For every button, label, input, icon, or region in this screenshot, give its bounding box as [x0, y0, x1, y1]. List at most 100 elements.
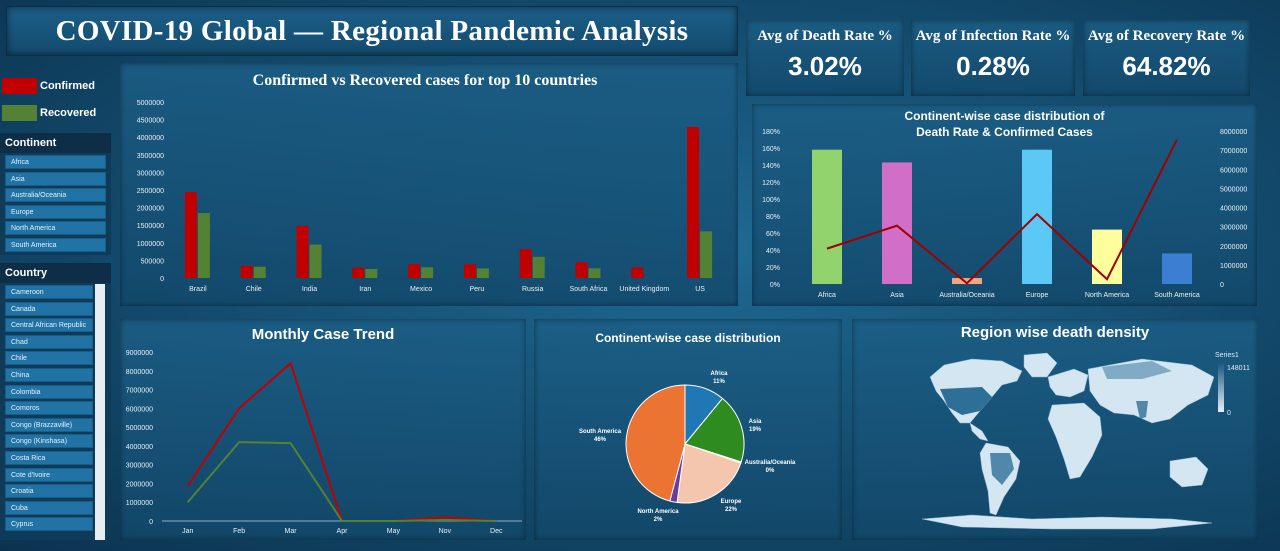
- pie-slice-pct: 2%: [654, 517, 663, 523]
- country-slicer-scrollbar[interactable]: [95, 284, 105, 540]
- top10-y-tick-label: 2000000: [137, 206, 164, 213]
- top10-bar-recovered: [253, 266, 266, 278]
- kpi-infection-rate: Avg of Infection Rate % 0.28%: [911, 20, 1075, 96]
- continent-slicer: Continent Africa Asia Australia/Oceania …: [0, 133, 111, 255]
- monthly-line-recovered: [186, 441, 497, 522]
- world-map: Series1 148011 0: [921, 352, 1250, 530]
- dashboard-title-banner: COVID-19 Global — Regional Pandemic Anal…: [6, 6, 738, 56]
- monthly-chart: 0 1000000 2000000 3000000 4000000 5000000 6000…: [126, 350, 522, 535]
- country-slicer-item[interactable]: Cyprus: [5, 517, 93, 532]
- country-slicer-item[interactable]: Central African Republic: [5, 318, 93, 333]
- pie-slice-label: South America: [579, 429, 622, 435]
- country-slicer-item[interactable]: Congo (Brazzaville): [5, 417, 93, 432]
- country-slicer-item[interactable]: Congo (Kinshasa): [5, 434, 93, 449]
- kpi-label: Avg of Recovery Rate %: [1087, 28, 1246, 44]
- country-slicer-item[interactable]: China: [5, 368, 93, 382]
- combo-y-right-tick-label: 0: [1220, 282, 1224, 289]
- pie-slice-pct: 0%: [766, 468, 775, 474]
- central-america-region: [969, 422, 989, 442]
- kpi-label: Avg of Death Rate %: [757, 28, 893, 44]
- continent-slicer-item[interactable]: South America: [5, 237, 106, 252]
- continent-slicer-title: Continent: [0, 133, 111, 153]
- combo-x-tick-label: Africa: [818, 292, 836, 299]
- top10-bar-confirmed: [184, 192, 197, 278]
- monthly-y-tick-label: 9000000: [126, 350, 153, 357]
- map-legend-max: 148011: [1227, 365, 1250, 372]
- top10-bar-recovered: [588, 268, 601, 278]
- top10-bar-confirmed: [352, 267, 365, 278]
- pie-slice-south-america: [625, 384, 686, 502]
- pie-slice-pct: 19%: [749, 427, 762, 433]
- top10-y-tick-label: 5000000: [137, 100, 164, 107]
- kpi-recovery-rate: Avg of Recovery Rate % 64.82%: [1083, 20, 1250, 96]
- top10-x-tick-label: South Africa: [570, 286, 608, 293]
- top10-bar-recovered: [532, 256, 545, 278]
- country-slicer-item[interactable]: Cuba: [5, 500, 93, 515]
- continent-slicer-item[interactable]: Europe: [5, 204, 106, 219]
- continent-slicer-item[interactable]: Asia: [5, 171, 106, 186]
- country-slicer-item[interactable]: Croatia: [5, 484, 93, 499]
- top10-bar-recovered: [365, 269, 378, 278]
- monthly-y-tick-label: 5000000: [126, 425, 153, 432]
- combo-bar: [1022, 149, 1052, 284]
- combo-x-tick-label: Europe: [1026, 292, 1049, 299]
- country-slicer-item[interactable]: Chile: [5, 351, 93, 366]
- country-slicer-item[interactable]: Chad: [5, 334, 93, 349]
- country-slicer-item[interactable]: Cameroon: [5, 285, 93, 299]
- monthly-y-tick-label: 8000000: [126, 369, 153, 376]
- top10-x-tick-label: Brazil: [189, 286, 207, 293]
- combo-y-left-tick-label: 100%: [762, 197, 780, 204]
- monthly-x-tick-label: Dec: [490, 528, 503, 535]
- pie-chart-title: Continent-wise case distribution: [595, 331, 781, 345]
- india-density-region: [1136, 401, 1148, 419]
- top10-x-tick-label: Mexico: [410, 286, 432, 293]
- top10-x-tick-label: Russia: [522, 286, 544, 293]
- combo-y-right-tick-label: 2000000: [1220, 244, 1247, 251]
- continent-slicer-item[interactable]: Africa: [5, 155, 106, 169]
- top10-bar-confirmed: [687, 126, 700, 278]
- dashboard-title: COVID-19 Global — Regional Pandemic Anal…: [55, 14, 689, 47]
- top10-bar-confirmed: [575, 262, 588, 278]
- map-panel: Region wise death density Series1: [852, 319, 1258, 540]
- monthly-trend-panel: Monthly Case Trend 0 1000000 2000000 300000…: [120, 319, 526, 540]
- monthly-y-tick-label: 0: [149, 519, 153, 526]
- country-slicer-item[interactable]: Comoros: [5, 401, 93, 416]
- continent-slicer-item[interactable]: Australia/Oceania: [5, 188, 106, 202]
- map-legend-series: Series1: [1215, 352, 1239, 359]
- monthly-x-tick-label: Jan: [182, 528, 193, 535]
- greenland-region: [1023, 352, 1058, 378]
- combo-bar: [882, 162, 912, 284]
- continent-slicer-item[interactable]: North America: [5, 221, 106, 235]
- top10-chart-panel: Confirmed vs Recovered cases for top 10 …: [120, 63, 738, 306]
- combo-y-right-tick-label: 4000000: [1220, 206, 1247, 213]
- combo-y-left-tick-label: 180%: [762, 129, 780, 136]
- monthly-chart-title: Monthly Case Trend: [251, 326, 395, 343]
- pie-slice-pct: 22%: [725, 507, 738, 513]
- country-slicer-item[interactable]: Canada: [5, 301, 93, 316]
- top10-bar-recovered: [197, 212, 210, 278]
- combo-y-left-tick-label: 60%: [766, 231, 780, 238]
- country-slicer-item[interactable]: Costa Rica: [5, 451, 93, 465]
- top10-chart: 0 500000 1000000 1500000 2000000 2500000 30000…: [137, 100, 713, 293]
- top10-x-tick-label: US: [695, 286, 705, 293]
- combo-bar: [952, 278, 982, 284]
- monthly-y-tick-label: 7000000: [126, 388, 153, 395]
- monthly-x-tick-label: Nov: [439, 528, 452, 535]
- combo-y-right-tick-label: 5000000: [1220, 186, 1247, 193]
- combo-y-right-tick-label: 7000000: [1220, 148, 1247, 155]
- monthly-y-tick-label: 3000000: [126, 463, 153, 470]
- kpi-value: 64.82%: [1122, 51, 1211, 81]
- combo-y-left-tick-label: 80%: [766, 214, 780, 221]
- kpi-value: 0.28%: [956, 51, 1030, 81]
- combo-chart-title: Continent-wise case distribution of Deat…: [752, 108, 1257, 140]
- pie-chart-panel: Continent-wise case distribution Africa 1…: [534, 319, 842, 540]
- pie-slice-europe: [676, 443, 742, 504]
- combo-y-left-tick-label: 120%: [762, 180, 780, 187]
- country-slicer-item[interactable]: Cote d'Ivoire: [5, 467, 93, 482]
- map-title: Region wise death density: [960, 324, 1150, 341]
- top10-x-tick-label: Chile: [246, 286, 262, 293]
- combo-title-line1: Continent-wise case distribution of: [904, 109, 1105, 123]
- country-slicer-item[interactable]: Colombia: [5, 384, 93, 399]
- top10-y-tick-label: 4000000: [137, 135, 164, 142]
- top10-bar-confirmed: [519, 249, 532, 278]
